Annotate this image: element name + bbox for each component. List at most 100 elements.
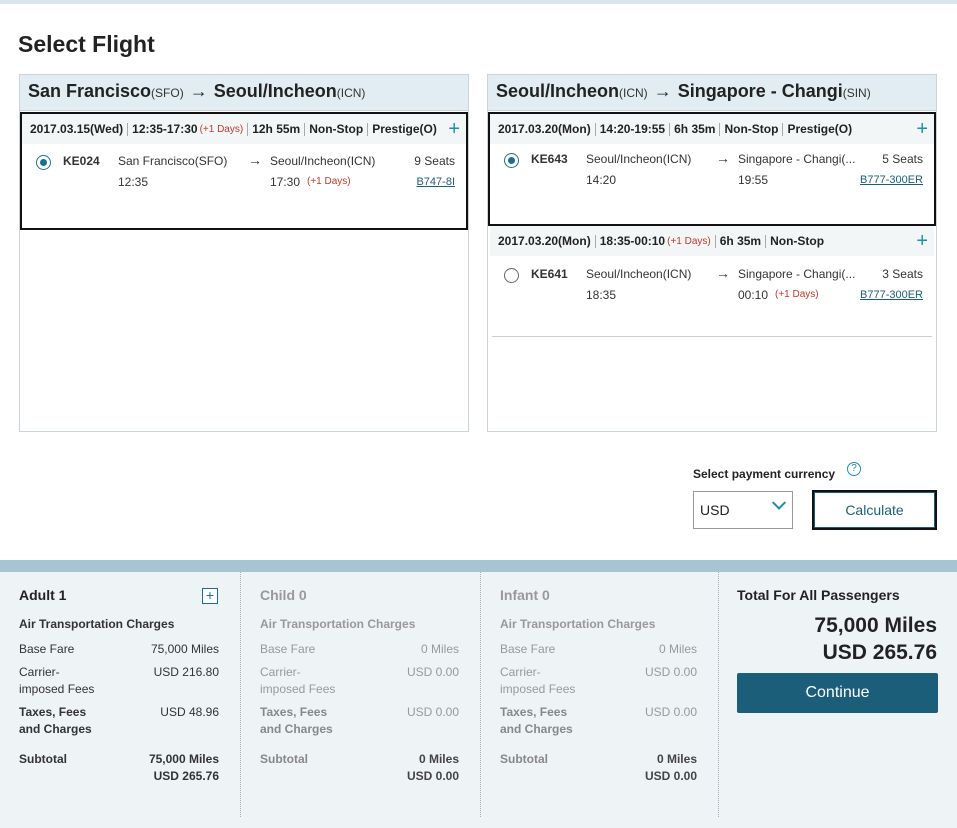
arrival-time: 19:55 bbox=[738, 173, 769, 187]
arrival-next-day: (+1 Days) bbox=[775, 289, 819, 300]
origin-code: (ICN) bbox=[619, 86, 648, 100]
departure-time: 18:35 bbox=[586, 288, 617, 302]
destination-code: (SIN) bbox=[842, 86, 871, 100]
departure-time: 14:20 bbox=[586, 173, 617, 187]
chevron-down-icon bbox=[771, 495, 787, 510]
departure-airport: Seoul/Incheon(ICN) bbox=[586, 267, 692, 281]
currency-value: USD bbox=[700, 502, 730, 518]
flight-number: KE641 bbox=[531, 267, 568, 281]
arrival-time: 17:30 bbox=[270, 175, 301, 189]
charges-heading: Air Transportation Charges bbox=[19, 617, 175, 631]
subtotal-label: Subtotal bbox=[500, 752, 548, 766]
total-title: Total For All Passengers bbox=[737, 587, 900, 603]
arrival-next-day: (+1 Days) bbox=[307, 176, 351, 187]
arrival-airport: Singapore - Changi(... bbox=[738, 267, 856, 281]
arrival-arrow-icon: → bbox=[716, 150, 730, 166]
origin-city: San Francisco bbox=[28, 81, 152, 101]
destination-code: (ICN) bbox=[336, 86, 366, 100]
expand-plus-icon[interactable]: + bbox=[448, 118, 460, 140]
expand-plus-icon[interactable]: + bbox=[916, 230, 928, 252]
add-passenger-plus-icon[interactable]: + bbox=[202, 588, 218, 604]
total-column: Total For All Passengers 75,000 Miles US… bbox=[718, 572, 957, 817]
cabin-class: Prestige(O) bbox=[787, 122, 853, 136]
top-rule bbox=[0, 0, 957, 4]
total-miles: 75,000 Miles bbox=[814, 614, 937, 637]
departure-time: 12:35 bbox=[118, 175, 149, 189]
option-divider bbox=[492, 336, 932, 337]
origin-city: Seoul/Incheon bbox=[496, 81, 620, 101]
flight-option-detail: KE024 San Francisco(SFO) 12:35 → Seoul/I… bbox=[22, 144, 466, 228]
continue-button[interactable]: Continue bbox=[737, 673, 938, 713]
next-day-note: (+1 Days) bbox=[667, 235, 711, 247]
flight-option[interactable]: 2017.03.15(Wed) 12:35-17:30 (+1 Days) 12… bbox=[20, 112, 468, 230]
base-fare-value: 0 Miles bbox=[420, 642, 459, 656]
arrival-airport: Seoul/Incheon(ICN) bbox=[270, 154, 376, 168]
seats-available: 3 Seats bbox=[882, 267, 923, 281]
fare-column-adult: Adult 1 + Air Transportation Charges Bas… bbox=[0, 572, 240, 817]
route-arrow-icon: → bbox=[189, 81, 208, 101]
flight-date: 2017.03.20(Mon) bbox=[498, 234, 591, 248]
flight-duration: 12h 55m bbox=[252, 122, 301, 136]
flight-time: 12:35-17:30 bbox=[132, 122, 198, 136]
next-day-note: (+1 Days) bbox=[199, 123, 244, 135]
aircraft-link[interactable]: B777-300ER bbox=[860, 289, 923, 301]
departure-airport: San Francisco(SFO) bbox=[118, 154, 228, 168]
help-icon[interactable]: ? bbox=[847, 462, 861, 476]
departure-airport: Seoul/Incheon(ICN) bbox=[586, 152, 692, 166]
destination-city: Seoul/Incheon bbox=[213, 81, 337, 101]
flight-option-summary: 2017.03.20(Mon) 18:35-00:10 (+1 Days) 6h… bbox=[490, 226, 934, 256]
base-fare-label: Base Fare bbox=[500, 642, 556, 656]
flight-option-summary: 2017.03.20(Mon) 14:20-19:55 6h 35m Non-S… bbox=[490, 114, 934, 144]
base-fare-label: Base Fare bbox=[19, 642, 75, 656]
flight-duration: 6h 35m bbox=[674, 122, 716, 136]
passenger-title: Child 0 bbox=[260, 587, 307, 603]
flight-duration: 6h 35m bbox=[719, 234, 762, 248]
carrier-fees-label: Carrier-imposed Fees bbox=[500, 665, 576, 696]
flight-radio[interactable] bbox=[504, 153, 519, 168]
taxes-value: USD 48.96 bbox=[160, 705, 219, 719]
fare-summary: Adult 1 + Air Transportation Charges Bas… bbox=[0, 572, 957, 828]
taxes-label: Taxes, Fees and Charges bbox=[500, 705, 573, 736]
flight-option[interactable]: 2017.03.20(Mon) 18:35-00:10 (+1 Days) 6h… bbox=[490, 226, 934, 338]
charges-heading: Air Transportation Charges bbox=[260, 617, 416, 631]
segment-panel-icn-sin: Seoul/Incheon(ICN) → Singapore - Changi(SI… bbox=[487, 74, 937, 432]
carrier-fees-label: Carrier-imposed Fees bbox=[260, 665, 336, 696]
route-arrow-icon: → bbox=[653, 81, 672, 101]
flight-date: 2017.03.20(Mon) bbox=[498, 122, 591, 136]
subtotal-label: Subtotal bbox=[19, 752, 67, 766]
flight-stops: Non-Stop bbox=[770, 234, 825, 248]
expand-plus-icon[interactable]: + bbox=[916, 118, 928, 140]
seats-available: 9 Seats bbox=[414, 154, 455, 168]
subtotal-label: Subtotal bbox=[260, 752, 308, 766]
currency-label: Select payment currency bbox=[693, 467, 836, 481]
subtotal-value: 75,000 Miles USD 265.76 bbox=[148, 752, 219, 783]
flight-number: KE643 bbox=[531, 152, 568, 166]
taxes-value: USD 0.00 bbox=[644, 705, 697, 719]
aircraft-link[interactable]: B777-300ER bbox=[860, 174, 923, 186]
taxes-label: Taxes, Fees and Charges bbox=[19, 705, 92, 736]
flight-radio[interactable] bbox=[504, 268, 519, 283]
flight-option[interactable]: 2017.03.20(Mon) 14:20-19:55 6h 35m Non-S… bbox=[488, 112, 936, 226]
flight-stops: Non-Stop bbox=[309, 122, 364, 136]
segment-header: San Francisco(SFO) → Seoul/Incheon(ICN) bbox=[20, 75, 468, 111]
total-usd: USD 265.76 bbox=[822, 641, 937, 664]
page-title: Select Flight bbox=[18, 31, 155, 57]
base-fare-value: 75,000 Miles bbox=[150, 642, 219, 656]
calculate-button[interactable]: Calculate bbox=[812, 490, 937, 530]
carrier-fees-value: USD 0.00 bbox=[406, 665, 459, 679]
subtotal-value: 0 Miles USD 0.00 bbox=[644, 752, 697, 783]
taxes-label: Taxes, Fees and Charges bbox=[260, 705, 333, 736]
arrival-time: 00:10 bbox=[738, 288, 769, 302]
flight-stops: Non-Stop bbox=[724, 122, 779, 136]
charges-heading: Air Transportation Charges bbox=[500, 617, 656, 631]
flight-time: 14:20-19:55 bbox=[599, 122, 666, 136]
summary-band bbox=[0, 560, 957, 572]
origin-code: (SFO) bbox=[151, 86, 184, 100]
currency-select[interactable]: USD bbox=[693, 491, 793, 529]
segment-header: Seoul/Incheon(ICN) → Singapore - Changi(SI… bbox=[488, 75, 936, 111]
aircraft-link[interactable]: B747-8I bbox=[416, 176, 455, 188]
arrival-arrow-icon: → bbox=[716, 265, 730, 281]
flight-radio[interactable] bbox=[36, 155, 51, 170]
base-fare-label: Base Fare bbox=[260, 642, 316, 656]
arrival-arrow-icon: → bbox=[248, 152, 262, 168]
